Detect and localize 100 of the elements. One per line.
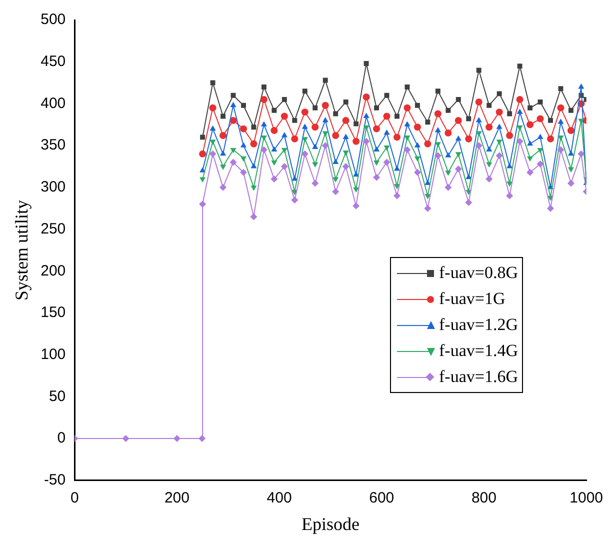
legend-label: f-uav=1G [439, 289, 506, 309]
point [363, 112, 370, 118]
point [364, 61, 369, 66]
x-tick-label: 400 [266, 490, 292, 507]
point [362, 138, 370, 145]
point [383, 112, 390, 120]
point [578, 118, 584, 124]
point [343, 100, 348, 105]
point [394, 114, 400, 119]
point [322, 102, 329, 109]
point [312, 162, 318, 168]
point [486, 124, 493, 131]
point [302, 88, 308, 94]
point [506, 132, 514, 140]
point [220, 184, 227, 191]
point [312, 105, 318, 110]
point [280, 162, 288, 170]
point [414, 124, 421, 131]
point [200, 134, 206, 140]
point [230, 158, 237, 166]
point [291, 135, 298, 142]
point [280, 112, 288, 120]
point [312, 180, 319, 187]
point [567, 126, 574, 134]
point [301, 150, 308, 158]
point [536, 115, 544, 122]
point [568, 150, 574, 156]
x-tick-label: 1000 [570, 490, 604, 507]
y-tick-label: -50 [44, 472, 66, 489]
x-axis-title: Episode [301, 514, 360, 534]
point [220, 114, 226, 119]
point [404, 146, 411, 154]
point [527, 140, 534, 146]
point [538, 100, 543, 105]
point [394, 184, 400, 190]
point [230, 116, 237, 124]
point [354, 121, 359, 126]
point [475, 142, 482, 150]
y-tick-label: 50 [48, 388, 66, 405]
point [414, 156, 420, 162]
legend-label: f-uav=1.4G [439, 341, 518, 361]
point [362, 94, 370, 101]
point [516, 96, 524, 104]
point [393, 134, 400, 141]
point [446, 108, 451, 113]
point [414, 142, 420, 148]
point [475, 98, 482, 106]
point [282, 97, 287, 102]
point [301, 108, 308, 116]
point [486, 162, 492, 168]
point [454, 116, 462, 124]
point [465, 135, 472, 142]
point [250, 213, 258, 220]
point [578, 150, 585, 158]
point [507, 111, 512, 116]
point [352, 138, 360, 145]
point [342, 162, 350, 170]
point [333, 111, 338, 116]
point [250, 186, 257, 191]
point [312, 144, 318, 149]
point [476, 131, 482, 137]
point [528, 105, 533, 110]
point [424, 204, 432, 212]
point [568, 167, 574, 172]
point [363, 125, 370, 131]
legend-label: f-uav=1.6G [439, 367, 518, 387]
point [557, 146, 564, 154]
point [414, 102, 420, 108]
point [527, 156, 534, 162]
point [281, 148, 288, 154]
point [230, 102, 236, 108]
point [198, 435, 206, 442]
point [455, 135, 462, 141]
point [536, 160, 544, 168]
point [209, 104, 216, 112]
point [506, 192, 514, 200]
point [373, 174, 380, 181]
point [548, 118, 553, 123]
point [292, 118, 298, 123]
point [251, 124, 256, 130]
point [496, 91, 502, 96]
point [568, 108, 574, 113]
point [199, 200, 206, 208]
point [476, 68, 482, 73]
point [516, 108, 523, 114]
point [322, 78, 328, 83]
y-tick-label: 100 [40, 346, 66, 363]
point [302, 124, 308, 129]
point [200, 167, 206, 172]
point [384, 130, 390, 135]
point [578, 83, 584, 89]
y-tick-label: 400 [40, 94, 66, 112]
point [173, 435, 180, 442]
x-tick-label: 600 [369, 490, 394, 507]
point [373, 160, 380, 166]
point [455, 152, 462, 158]
point [342, 134, 349, 139]
point [373, 146, 380, 152]
point [270, 126, 278, 134]
point [250, 162, 257, 168]
